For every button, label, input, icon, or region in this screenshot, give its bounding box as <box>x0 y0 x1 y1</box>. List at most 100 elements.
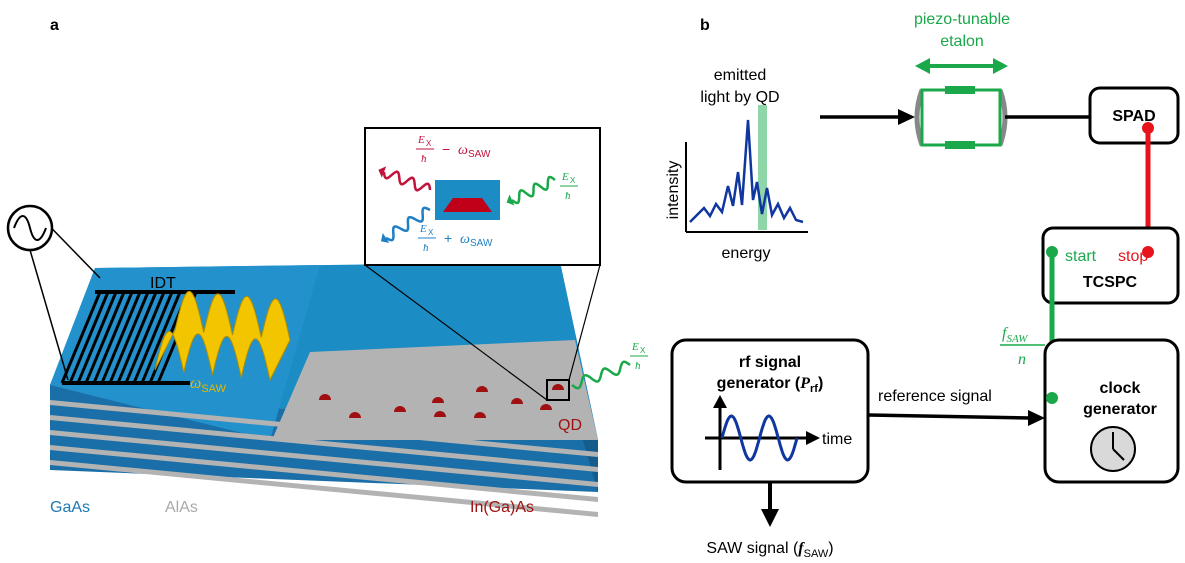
piezo <box>945 86 975 94</box>
qd-label: QD <box>558 417 582 434</box>
text: SAW signal ( <box>706 540 799 557</box>
zoom-box <box>546 379 570 401</box>
operator: − <box>442 141 450 157</box>
idt-finger <box>76 291 118 384</box>
numerator-subscript: X <box>428 228 434 237</box>
zoom-line <box>568 264 601 381</box>
etalon <box>914 86 1008 149</box>
term-subscript: SAW <box>470 238 493 249</box>
photon-waves <box>378 166 556 244</box>
reference-label: reference signal <box>878 388 992 405</box>
node <box>1046 392 1058 404</box>
quantum-dots <box>319 384 564 418</box>
idt-finger <box>92 291 134 384</box>
text: ) <box>818 375 823 392</box>
clock-label: clock <box>1100 380 1141 397</box>
idt-finger <box>140 291 182 384</box>
material-label: In(Ga)As <box>470 499 534 516</box>
saw-wave <box>154 290 291 382</box>
arrowhead <box>378 166 387 178</box>
rf-source <box>6 204 101 381</box>
alas-layer <box>50 460 598 517</box>
material-label: GaAs <box>50 499 90 516</box>
denominator: ħ <box>565 190 571 202</box>
spad-label: SPAD <box>1112 108 1155 125</box>
photon-wave <box>511 175 556 205</box>
alas-layer <box>50 445 598 502</box>
time-label: time <box>822 431 852 448</box>
etalon-label: piezo-tunable <box>914 11 1010 28</box>
arrowhead <box>713 395 727 408</box>
subscript: SAW <box>1006 333 1028 345</box>
photon-wave <box>385 206 431 242</box>
y-axis-label: intensity <box>665 161 682 220</box>
numerator-subscript: X <box>570 176 576 185</box>
reference-line <box>867 413 1031 420</box>
text: generator ( <box>717 375 801 392</box>
stop-label: stop <box>1118 248 1148 265</box>
alas-layer <box>50 430 598 487</box>
node <box>1142 246 1154 258</box>
rf-label: generator (Prf) <box>717 375 824 395</box>
etalon-label: etalon <box>940 33 984 50</box>
spectrum-line <box>689 119 804 224</box>
numerator: E <box>631 341 639 353</box>
alas-layer <box>50 415 598 472</box>
node <box>1142 122 1154 134</box>
material-label: AlAs <box>165 499 198 516</box>
term: ω <box>458 143 468 158</box>
subscript: rf <box>810 383 818 395</box>
emitted-label: emitted <box>714 67 766 84</box>
qd-dot <box>349 412 361 418</box>
qd-dot <box>476 386 488 392</box>
spad-box <box>1088 86 1180 145</box>
arrowhead <box>915 58 930 74</box>
idt-finger <box>68 291 110 384</box>
term: ω <box>460 232 470 247</box>
arrowhead <box>993 58 1008 74</box>
numerator: E <box>419 223 427 235</box>
start-label: start <box>1065 248 1097 265</box>
idt-finger <box>84 291 126 384</box>
x-axis-label: energy <box>722 245 771 262</box>
qd-dot <box>552 384 564 390</box>
tcspc-label: TCSPC <box>1083 274 1138 291</box>
symbol: ω <box>190 375 201 392</box>
idt-finger <box>124 291 166 384</box>
clock-label: generator <box>1083 401 1157 418</box>
fraction: E Xħ <box>560 171 578 202</box>
qd-dot <box>511 398 523 404</box>
denominator: ħ <box>423 242 429 254</box>
idt-finger <box>116 291 158 384</box>
spectrum-plot <box>685 105 808 233</box>
layer-stack <box>50 262 598 517</box>
photon-wave <box>571 360 631 390</box>
sine-symbol <box>13 215 47 241</box>
subscript: SAW <box>804 548 829 560</box>
node <box>1046 246 1058 258</box>
numerator-subscript: X <box>640 346 646 355</box>
idt-finger <box>132 291 174 384</box>
idt-finger <box>60 291 102 384</box>
etalon-body <box>920 88 1002 147</box>
denominator: ħ <box>635 360 641 372</box>
arrowhead <box>806 431 820 445</box>
zoom-line <box>364 264 548 401</box>
fraction: E Xħ + ω SAW <box>418 223 493 254</box>
tcspc-box <box>1041 226 1180 305</box>
numerator: E <box>417 134 425 146</box>
emitted-label: light by QD <box>700 89 779 106</box>
saw-signal-label: SAW signal (fSAW) <box>706 540 833 560</box>
panel-label: a <box>50 17 59 34</box>
rf-sine <box>720 414 799 462</box>
term-subscript: SAW <box>468 149 491 160</box>
subscript: SAW <box>201 383 226 395</box>
qd-dot <box>394 406 406 412</box>
numerator-subscript: X <box>426 139 432 148</box>
photon-wave <box>382 170 432 192</box>
inset-dot <box>443 198 492 212</box>
ratio-numerator: fSAW <box>1002 325 1028 345</box>
arrowhead <box>506 194 515 206</box>
power: P <box>799 375 810 392</box>
